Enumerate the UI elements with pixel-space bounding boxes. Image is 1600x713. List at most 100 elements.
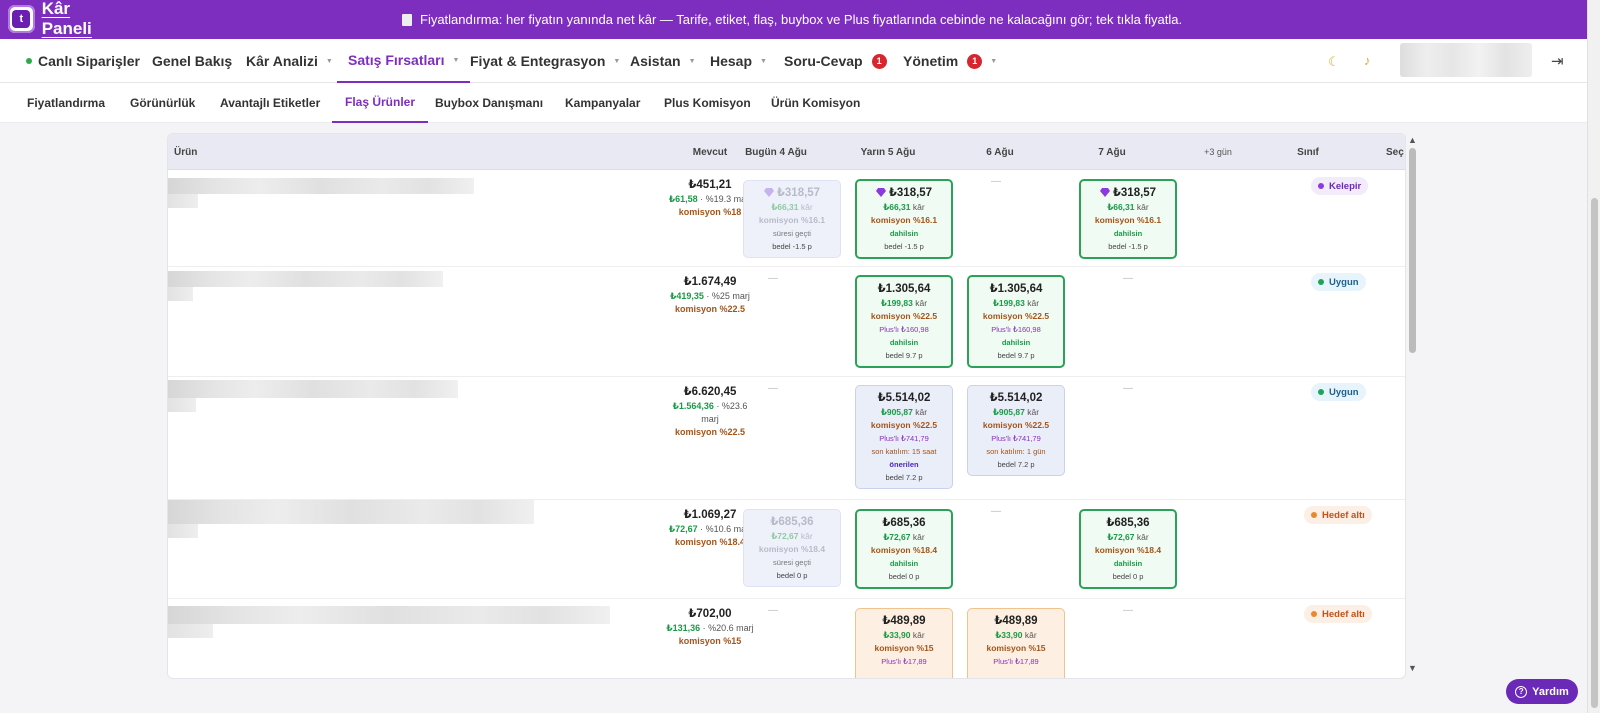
current-price-cell: ₺451,21 ₺61,58 · %19.3 marj komisyon %18 [668, 179, 752, 217]
banner-text: Fiyatlandırma: her fiyatın yanında net k… [420, 12, 1183, 27]
help-icon: ? [1515, 685, 1528, 698]
page-scroll-thumb[interactable] [1591, 198, 1598, 708]
subtab-fiyatlandirma[interactable]: Fiyatlandırma [27, 96, 106, 110]
flash-offer-card-available[interactable]: ₺5.514,02 ₺905,87 kâr komisyon %22.5 Plu… [967, 385, 1065, 476]
table-scrollbar[interactable]: ▲ ▼ [1407, 133, 1418, 679]
flash-offer-card-warning[interactable]: ₺489,89 ₺33,90 kâr komisyon %15 Plus'lı … [855, 608, 953, 678]
flash-products-table: Ürün Mevcut Bugün 4 Ağu Yarın 5 Ağu 6 Ağ… [167, 133, 1406, 679]
nav-kar-analizi[interactable]: Kâr Analizi ▼ [246, 53, 333, 69]
notification-badge: 1 [967, 53, 983, 69]
logo-text: Kâr Paneli [41, 0, 92, 38]
caret-down-icon: ▼ [613, 57, 621, 65]
flash-offer-card-warning[interactable]: ₺489,89 ₺33,90 kâr komisyon %15 Plus'lı … [967, 608, 1065, 678]
table-row: ₺6.620,45 ₺1.564,36 · %23.6 marj komisyo… [168, 377, 1405, 500]
app-logo[interactable]: t Kâr Paneli [8, 0, 121, 38]
product-name-blurred[interactable] [168, 500, 638, 598]
current-price-cell: ₺1.069,27 ₺72,67 · %10.6 marj komisyon %… [668, 509, 752, 547]
nav-yonetim[interactable]: Yönetim 1 ▼ [903, 53, 998, 69]
notification-badge: 1 [871, 53, 887, 69]
nav-fiyat-entegrasyon[interactable]: Fiyat & Entegrasyon ▼ [470, 53, 621, 69]
subtab-avantajli-etiketler[interactable]: Avantajlı Etiketler [220, 96, 321, 110]
caret-down-icon: ▼ [325, 57, 333, 65]
subtab-kampanyalar[interactable]: Kampanyalar [565, 96, 641, 110]
flash-offer-card-joined[interactable]: ₺318,57 ₺66,31 kâr komisyon %16.1 dahils… [855, 179, 953, 259]
nav-hesap[interactable]: Hesap ▼ [710, 53, 767, 69]
bell-icon[interactable]: ♪ [1364, 53, 1371, 68]
top-banner: t Kâr Paneli Fiyatlandırma: her fiyatın … [0, 0, 1587, 39]
class-badge: Uygun [1311, 383, 1366, 401]
product-name-blurred[interactable] [168, 267, 638, 376]
empty-cell-dash: — [768, 383, 778, 394]
user-account-button[interactable] [1400, 43, 1532, 77]
nav-genel-bakis[interactable]: Genel Bakış [152, 53, 233, 69]
banner-message: Fiyatlandırma: her fiyatın yanında net k… [402, 0, 1182, 39]
current-price-cell: ₺1.674,49 ₺419,35 · %25 marj komisyon %2… [670, 276, 750, 314]
caret-down-icon: ▼ [452, 56, 460, 64]
nav-soru-cevap[interactable]: Soru-Cevap 1 [784, 39, 887, 83]
subtab-urun-komisyon[interactable]: Ürün Komisyon [771, 96, 861, 110]
scroll-thumb[interactable] [1409, 148, 1416, 353]
logout-icon[interactable]: ⇥ [1551, 53, 1564, 70]
nav-canli-siparisler[interactable]: Canlı Siparişler [26, 39, 140, 83]
flash-offer-card-expired[interactable]: ₺318,57 ₺66,31 kâr komisyon %16.1 süresi… [743, 180, 841, 258]
table-row: ₺451,21 ₺61,58 · %19.3 marj komisyon %18… [168, 170, 1405, 267]
current-price-cell: ₺6.620,45 ₺1.564,36 · %23.6 marj komisyo… [672, 386, 748, 437]
empty-cell-dash: — [1123, 273, 1133, 284]
subtab-plus-komisyon[interactable]: Plus Komisyon [664, 96, 751, 110]
table-row: ₺702,00 ₺131,36 · %20.6 marj komisyon %1… [168, 599, 1405, 678]
flash-offer-card-joined[interactable]: ₺685,36 ₺72,67 kâr komisyon %18.4 dahils… [855, 509, 953, 589]
scroll-down-icon[interactable]: ▼ [1408, 663, 1417, 673]
header-6-agu: 6 Ağu [986, 146, 1014, 158]
page-scrollbar[interactable] [1587, 0, 1600, 713]
diamond-icon [875, 188, 886, 198]
header-sinif: Sınıf [1297, 146, 1319, 158]
header-urun: Ürün [174, 146, 198, 158]
empty-cell-dash: — [991, 506, 1001, 517]
flash-offer-card-joined[interactable]: ₺318,57 ₺66,31 kâr komisyon %16.1 dahils… [1079, 179, 1177, 259]
flash-offer-card-available[interactable]: ₺5.514,02 ₺905,87 kâr komisyon %22.5 Plu… [855, 385, 953, 489]
product-name-blurred[interactable] [168, 599, 638, 678]
flash-offer-card-expired[interactable]: ₺685,36 ₺72,67 kâr komisyon %18.4 süresi… [743, 509, 841, 587]
moon-icon[interactable]: ☾ [1328, 54, 1340, 69]
header-bugun: Bugün 4 Ağu [745, 146, 807, 158]
table-header: Ürün Mevcut Bugün 4 Ağu Yarın 5 Ağu 6 Ağ… [168, 134, 1405, 170]
diamond-icon [1099, 188, 1110, 198]
empty-cell-dash: — [1123, 383, 1133, 394]
product-name-blurred[interactable] [168, 170, 638, 266]
nav-satis-firsatlari[interactable]: Satış Fırsatları ▼ [337, 39, 471, 83]
logo-icon: t [8, 5, 35, 33]
class-badge: Hedef altı [1304, 605, 1372, 623]
empty-cell-dash: — [991, 176, 1001, 187]
table-row: ₺1.674,49 ₺419,35 · %25 marj komisyon %2… [168, 267, 1405, 377]
empty-cell-dash: — [768, 273, 778, 284]
flash-offer-card-joined[interactable]: ₺1.305,64 ₺199,83 kâr komisyon %22.5 Plu… [967, 275, 1065, 368]
document-icon [402, 13, 412, 26]
nav-asistan[interactable]: Asistan ▼ [630, 53, 696, 69]
empty-cell-dash: — [768, 605, 778, 616]
live-dot-icon [26, 58, 32, 64]
flash-offer-card-joined[interactable]: ₺1.305,64 ₺199,83 kâr komisyon %22.5 Plu… [855, 275, 953, 368]
header-sec: Seç [1386, 146, 1404, 158]
caret-down-icon: ▼ [990, 57, 998, 65]
subtab-gorunurluk[interactable]: Görünürlük [130, 96, 196, 110]
header-mevcut: Mevcut [692, 146, 728, 158]
caret-down-icon: ▼ [760, 57, 767, 65]
scroll-up-icon[interactable]: ▲ [1408, 135, 1417, 145]
header-7-agu: 7 Ağu [1098, 146, 1126, 158]
main-navigation: Canlı Siparişler Genel Bakış Kâr Analizi… [0, 39, 1587, 83]
subtab-buybox-danismani[interactable]: Buybox Danışmanı [435, 96, 544, 110]
sub-navigation: Fiyatlandırma Görünürlük Avantajlı Etike… [0, 83, 1587, 123]
help-button[interactable]: ? Yardım [1506, 679, 1578, 704]
product-name-blurred[interactable] [168, 377, 638, 499]
class-badge: Hedef altı [1304, 506, 1372, 524]
diamond-icon [763, 188, 774, 198]
flash-offer-card-joined[interactable]: ₺685,36 ₺72,67 kâr komisyon %18.4 dahils… [1079, 509, 1177, 589]
class-badge: Kelepir [1311, 177, 1369, 195]
subtab-flas-urunler[interactable]: Flaş Ürünler [332, 83, 429, 123]
current-price-cell: ₺702,00 ₺131,36 · %20.6 marj komisyon %1… [666, 608, 754, 646]
class-badge: Uygun [1311, 273, 1366, 291]
header-more-days[interactable]: +3 gün [1204, 147, 1232, 157]
header-yarin: Yarın 5 Ağu [860, 146, 916, 158]
table-row: ₺1.069,27 ₺72,67 · %10.6 marj komisyon %… [168, 500, 1405, 599]
caret-down-icon: ▼ [688, 57, 696, 65]
